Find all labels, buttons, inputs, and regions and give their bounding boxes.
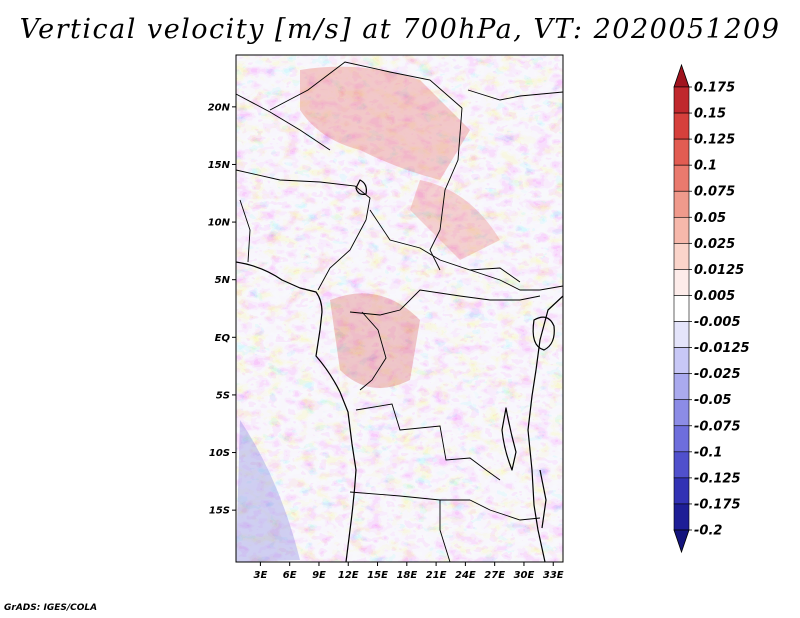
colorbar-swatch xyxy=(673,347,690,374)
border-algeria-niger xyxy=(235,93,331,151)
colorbar-label: 0.125 xyxy=(694,133,735,148)
borders xyxy=(235,61,564,563)
border-south-sudan-uganda xyxy=(469,269,564,291)
lat-tick-label: 5S xyxy=(216,390,230,401)
lon-tick-label: 3E xyxy=(254,570,268,581)
colorbar-label: -0.05 xyxy=(694,393,731,408)
lon-tick-label: 21E xyxy=(426,570,447,581)
colorbar-swatch xyxy=(673,269,690,296)
colorbar-swatch xyxy=(673,138,690,166)
border-zambia-zimbabwe xyxy=(469,499,541,521)
colorbar-swatch xyxy=(673,399,690,427)
lake-victoria xyxy=(532,316,555,351)
colorbar: 0.175 0.15 0.125 0.1 0.075 0.05 0.025 0.0125 0.0… xyxy=(673,63,750,554)
colorbar-label: 0.175 xyxy=(694,81,735,96)
lon-tick-label: 18E xyxy=(396,570,417,581)
colorbar-swatch xyxy=(673,190,690,218)
lon-tick-label: 6E xyxy=(283,570,297,581)
lon-tick-label: 15E xyxy=(367,570,388,581)
lake-malawi xyxy=(539,469,547,529)
colorbar-label: -0.1 xyxy=(694,445,722,460)
lon-tick-label: 9E xyxy=(312,570,326,581)
colorbar-label: 0.0125 xyxy=(694,263,744,278)
colorbar-label: 0.15 xyxy=(694,107,726,122)
colorbar-swatch xyxy=(673,425,690,453)
colorbar-swatch xyxy=(673,164,690,192)
colorbar-swatch xyxy=(673,112,690,140)
colorbar-swatch xyxy=(673,216,690,244)
border-car-drc xyxy=(349,289,541,316)
colorbar-label: 0.025 xyxy=(694,237,735,252)
map-frame xyxy=(235,54,564,563)
colorbar-swatch xyxy=(673,243,690,270)
lon-tick-label: 12E xyxy=(338,570,359,581)
longitude-axis: 3E 6E 9E 12E 15E 18E 21E 24E 27E 30E 33E xyxy=(254,562,564,581)
border-libya-chad xyxy=(269,61,463,111)
south-atlantic-subsidence xyxy=(236,420,300,562)
map-area: 20N 15N 10N 5N EQ 5S 10S 15S 3E 6E 9E 12E 15E 18E 21E… xyxy=(208,54,564,581)
border-chad-car xyxy=(369,209,521,283)
colorbar-top-arrow xyxy=(673,63,690,88)
lon-tick-label: 24E xyxy=(455,570,476,581)
border-sahel-ne xyxy=(467,89,564,101)
border-chad-sudan xyxy=(429,107,463,271)
lat-tick-label: 15N xyxy=(208,160,231,171)
lat-tick-label: 10N xyxy=(208,218,231,229)
colorbar-label: -0.075 xyxy=(694,419,741,434)
border-botswana xyxy=(439,500,451,563)
colorbar-swatch xyxy=(673,86,690,114)
footer-credit: GrADS: IGES/COLA xyxy=(4,603,98,613)
border-niger-nigeria xyxy=(235,169,371,221)
colorbar-label: -0.005 xyxy=(694,315,741,330)
colorbar-swatch xyxy=(673,295,690,322)
colorbar-label: 0.005 xyxy=(694,289,735,304)
colorbar-swatch xyxy=(673,503,690,531)
field-noise xyxy=(236,55,563,562)
colorbar-label: 0.05 xyxy=(694,211,726,226)
colorbar-label: -0.0125 xyxy=(694,341,750,356)
congo-convection-region xyxy=(330,293,420,388)
border-nigeria-cameroon xyxy=(317,219,367,291)
west-africa-coast xyxy=(235,261,357,563)
lake-tanganyika xyxy=(501,407,517,471)
colorbar-label: 0.075 xyxy=(694,185,735,200)
colorbar-swatch xyxy=(673,477,690,505)
lat-tick-label: 10S xyxy=(209,448,230,459)
lat-tick-label: 15S xyxy=(209,506,230,517)
colorbar-swatch xyxy=(673,321,690,348)
border-congo-drc xyxy=(359,311,387,391)
colorbar-label: -0.025 xyxy=(694,367,741,382)
chart-title: Vertical velocity [m/s] at 700hPa, VT: 2… xyxy=(19,14,781,45)
colorbar-label: -0.2 xyxy=(694,524,722,539)
border-angola-namibia xyxy=(349,491,470,501)
lat-tick-label: EQ xyxy=(215,333,231,344)
lon-tick-label: 30E xyxy=(514,570,535,581)
colorbar-swatch xyxy=(673,451,690,479)
lon-tick-label: 33E xyxy=(543,570,564,581)
field-regions xyxy=(236,66,500,562)
lon-tick-label: 27E xyxy=(484,570,505,581)
east-africa-coast xyxy=(527,295,564,563)
colorbar-swatch xyxy=(673,373,690,401)
coastlines xyxy=(235,179,564,563)
latitude-axis: 20N 15N 10N 5N EQ 5S 10S 15S xyxy=(208,102,236,517)
east-sudan-updraft-region xyxy=(410,180,500,260)
colorbar-bottom-arrow xyxy=(673,529,690,554)
lat-tick-label: 20N xyxy=(208,102,231,113)
border-drc-angola xyxy=(355,403,501,481)
colorbar-label: 0.1 xyxy=(694,159,717,174)
border-west-africa-vertical xyxy=(239,199,251,263)
colorbar-label: -0.125 xyxy=(694,471,741,486)
lake-chad xyxy=(355,179,367,195)
lat-tick-label: 5N xyxy=(215,275,231,286)
sahel-updraft-region xyxy=(300,66,470,180)
colorbar-label: -0.175 xyxy=(694,497,741,512)
